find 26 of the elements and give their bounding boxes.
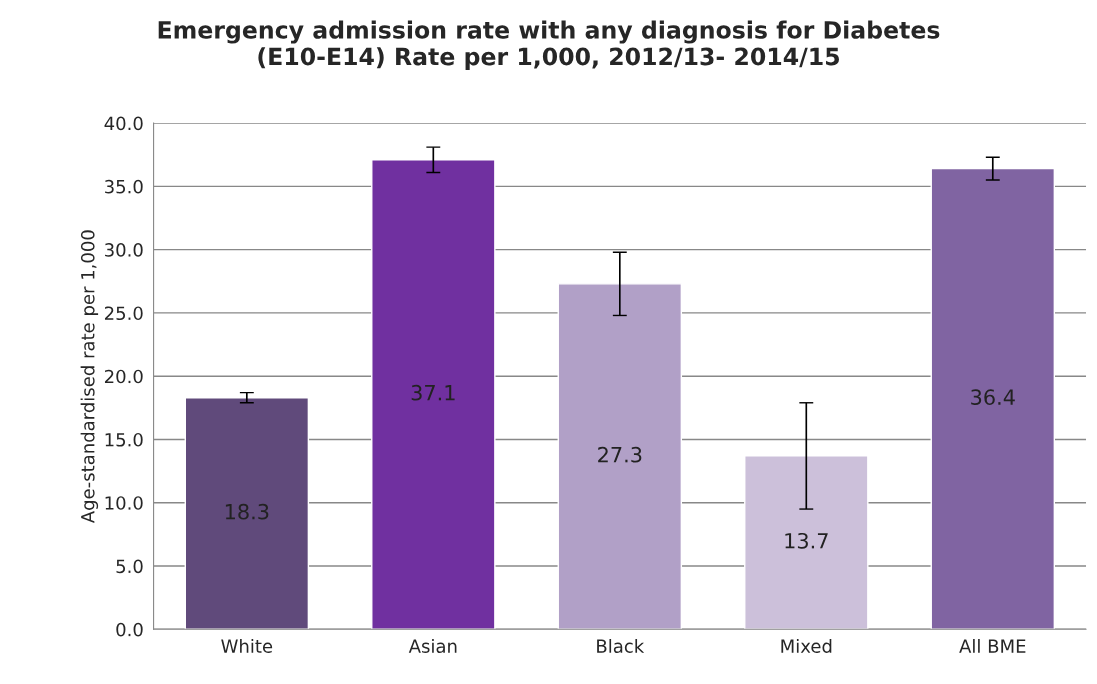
y-tick-label: 40.0 <box>104 116 143 131</box>
bar <box>930 167 1056 630</box>
chart-title: Emergency admission rate with any diagnosis for Diabetes (E10-E14) Rate per 1,000, 2012/13- 2014/15 <box>158 20 940 70</box>
data-label: 37.1 <box>411 384 455 401</box>
y-axis-title: Age-standardised rate per 1,000 <box>80 230 99 524</box>
bar <box>371 159 496 630</box>
data-label: 18.3 <box>225 503 269 520</box>
y-tick-label: 20.0 <box>104 369 143 384</box>
y-tick-label: 25.0 <box>104 306 143 321</box>
x-tick-label: Asian <box>408 639 457 653</box>
y-tick-label: 0.0 <box>116 622 143 637</box>
bar <box>557 283 683 630</box>
bar <box>744 455 869 630</box>
x-tick-label: Black <box>597 639 645 653</box>
x-tick-label: White <box>221 639 273 653</box>
data-label: 36.4 <box>971 389 1015 406</box>
y-tick-label: 30.0 <box>105 243 143 257</box>
x-tick-label: Mixed <box>781 639 832 653</box>
y-tick-label: 15.0 <box>105 432 143 447</box>
y-tick-label: 10.0 <box>105 496 143 510</box>
x-tick-label: All BME <box>959 639 1026 653</box>
bar <box>184 397 310 630</box>
y-tick-label: 35.0 <box>105 179 143 194</box>
data-label: 13.7 <box>785 532 828 549</box>
data-label: 27.3 <box>598 446 642 463</box>
y-tick-label: 5.0 <box>116 559 143 574</box>
